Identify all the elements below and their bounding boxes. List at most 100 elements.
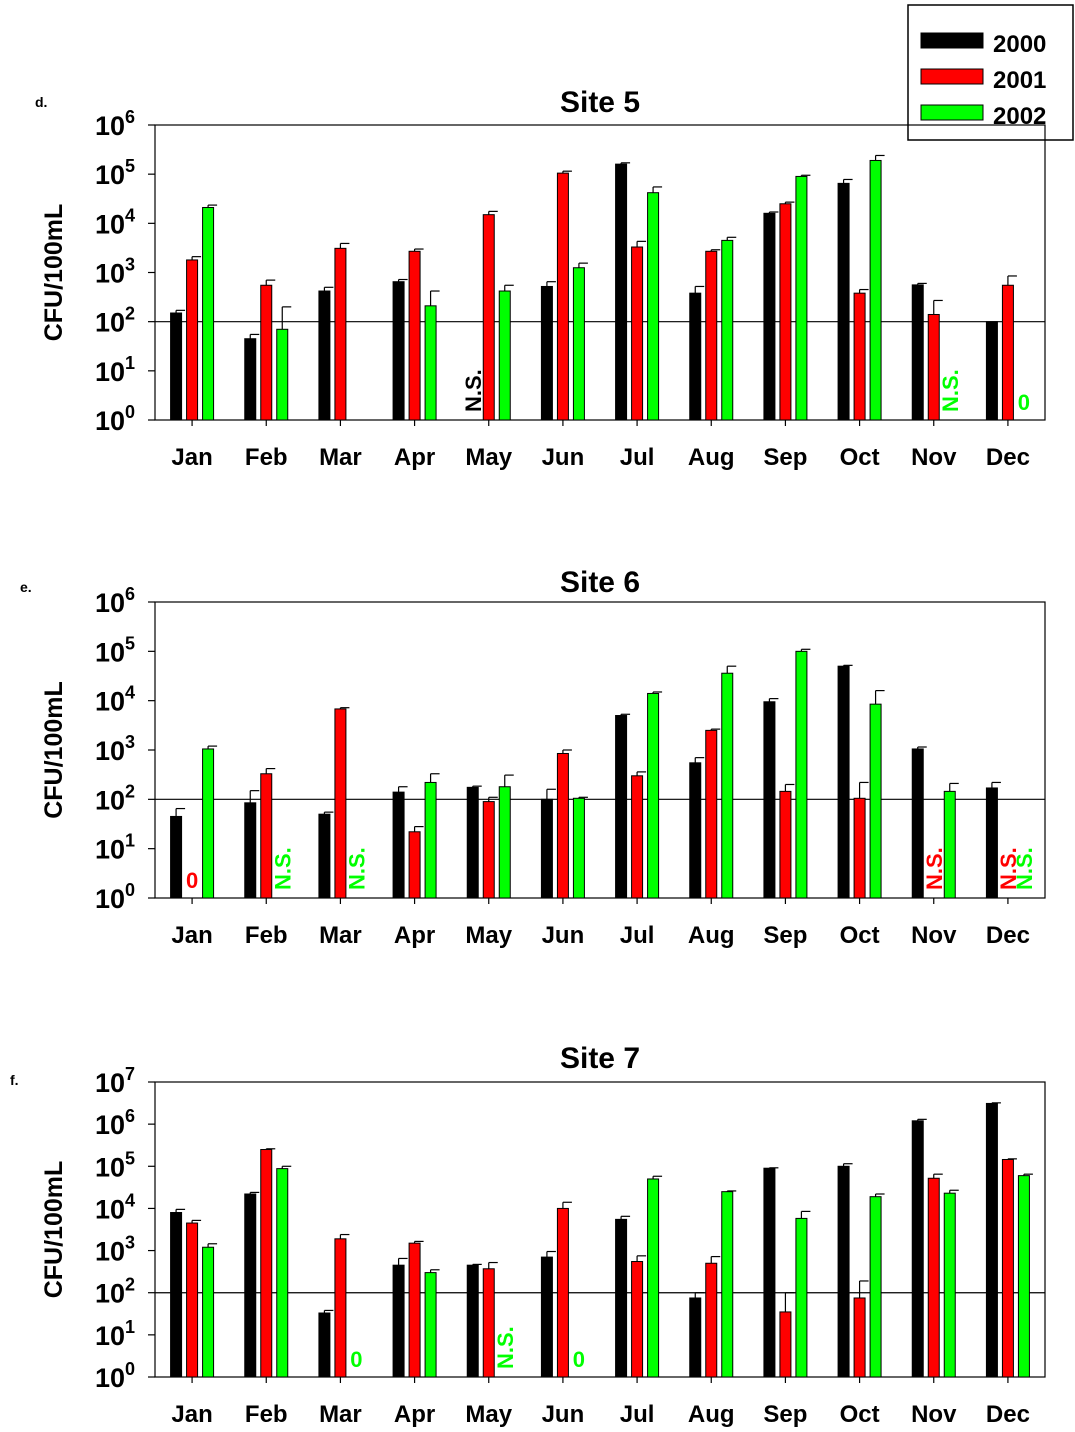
legend-label-2002: 2002: [993, 103, 1046, 130]
x-tick-label: Apr: [394, 444, 435, 471]
bar-2000-Sep: [763, 1167, 776, 1378]
bar-2000-Aug: [689, 762, 702, 899]
bar-2002-Jan: [202, 748, 215, 899]
bar-2002-Jan: [202, 1246, 215, 1378]
x-tick-label: Feb: [245, 444, 288, 471]
x-tick-label: Oct: [840, 922, 880, 949]
bar-2001-Aug: [705, 729, 718, 899]
bar-2002-Jul: [647, 192, 660, 421]
legend: 2000 2001 2002: [907, 4, 1074, 141]
x-tick-label: Jul: [620, 922, 655, 949]
annotation-not-sampled: N.S.: [493, 1326, 518, 1369]
x-tick-label: May: [465, 922, 512, 949]
x-tick-label: Sep: [763, 1401, 807, 1428]
chart-panel-site-5: 100 101 102 103 104 105 106 CFU/100mL Site 5 d. Ja…: [35, 86, 1046, 471]
x-tick-label: May: [465, 444, 512, 471]
bar-2000-Apr: [392, 791, 405, 899]
y-tick-label: 100: [95, 880, 135, 914]
x-tick-label: Jul: [620, 1401, 655, 1428]
bar-2002-Oct: [869, 703, 882, 899]
bar-2000-Jul: [615, 1218, 628, 1378]
bar-2002-Apr: [424, 305, 437, 421]
bar-2000-Mar: [318, 290, 331, 421]
x-tick-label: Dec: [986, 1401, 1030, 1428]
bar-2000-Sep: [763, 701, 776, 899]
panel-label: e.: [20, 579, 32, 595]
bar-2002-May: [498, 290, 511, 421]
bar-2001-Jun: [556, 752, 569, 899]
x-tick-label: Jul: [620, 444, 655, 471]
legend-swatch-2001: [920, 68, 984, 85]
bar-2002-Jun: [572, 797, 585, 899]
y-tick-label: 103: [95, 255, 135, 289]
annotation-not-sampled: N.S.: [938, 369, 963, 412]
y-tick-label: 101: [95, 1317, 135, 1351]
bar-2001-Mar: [334, 247, 347, 421]
bar-2001-Dec: [1001, 284, 1014, 421]
x-tick-label: Nov: [911, 444, 957, 471]
annotation-zero: 0: [186, 868, 198, 893]
bar-2002-Apr: [424, 781, 437, 899]
x-tick-label: Mar: [319, 444, 362, 471]
bar-2000-Dec: [985, 321, 998, 421]
bar-2001-Nov: [927, 1177, 940, 1378]
bar-2000-Nov: [911, 284, 924, 421]
annotation-zero: 0: [350, 1347, 362, 1372]
y-tick-label: 104: [95, 683, 135, 717]
x-tick-label: Aug: [688, 922, 735, 949]
bar-2002-Feb: [276, 1168, 289, 1378]
y-tick-label: 102: [95, 781, 135, 815]
y-tick-label: 102: [95, 1275, 135, 1309]
bar-2001-Jul: [631, 1261, 644, 1378]
y-tick-label: 101: [95, 831, 135, 865]
bar-2001-Apr: [408, 250, 421, 421]
annotation-zero: 0: [1018, 390, 1030, 415]
bar-2000-Oct: [837, 665, 850, 899]
bar-2000-May: [466, 786, 479, 899]
bar-2000-Jan: [170, 815, 183, 899]
bar-2002-Jul: [647, 1178, 660, 1378]
x-tick-label: May: [465, 1401, 512, 1428]
annotation-zero: 0: [573, 1347, 585, 1372]
bar-2001-Feb: [260, 284, 273, 421]
panel-label: d.: [35, 94, 47, 110]
bar-2002-Nov: [943, 1192, 956, 1378]
x-tick-label: Jun: [542, 1401, 585, 1428]
legend-swatch-2002: [920, 104, 984, 121]
annotation-not-sampled: N.S.: [270, 847, 295, 890]
plot-frame: [154, 1081, 1046, 1378]
bar-2001-Jul: [631, 775, 644, 899]
plot-frame: [154, 124, 1046, 421]
bar-2002-Aug: [721, 239, 734, 421]
bar-2001-Jun: [556, 172, 569, 421]
x-tick-label: Mar: [319, 1401, 362, 1428]
bar-2000-Dec: [985, 1102, 998, 1378]
x-tick-label: Jan: [171, 444, 212, 471]
y-tick-label: 105: [95, 1148, 135, 1182]
bar-2001-Dec: [1001, 1158, 1014, 1378]
bar-2002-Sep: [795, 175, 808, 421]
x-tick-label: Sep: [763, 922, 807, 949]
bar-2001-Jun: [556, 1207, 569, 1378]
bar-2001-Oct: [853, 1297, 866, 1378]
bar-2001-Jan: [186, 259, 199, 421]
annotation-not-sampled: N.S.: [1012, 847, 1037, 890]
y-tick-label: 106: [95, 1106, 135, 1140]
bar-2000-Jul: [615, 715, 628, 899]
x-tick-label: Nov: [911, 1401, 957, 1428]
bar-2002-Jun: [572, 267, 585, 421]
bar-2001-Oct: [853, 292, 866, 421]
y-tick-label: 104: [95, 1190, 135, 1224]
bar-2000-Jun: [540, 798, 553, 899]
bar-2000-Apr: [392, 1264, 405, 1378]
legend-swatch-2000: [920, 32, 984, 49]
y-axis-label: CFU/100mL: [40, 681, 68, 819]
annotation-not-sampled: N.S.: [461, 369, 486, 412]
x-tick-label: Jun: [542, 922, 585, 949]
chart-title: Site 5: [560, 86, 640, 119]
legend-label-2001: 2001: [993, 67, 1046, 94]
bar-2000-Aug: [689, 1297, 702, 1378]
y-axis-label: CFU/100mL: [40, 1161, 68, 1299]
bar-2002-Sep: [795, 650, 808, 899]
